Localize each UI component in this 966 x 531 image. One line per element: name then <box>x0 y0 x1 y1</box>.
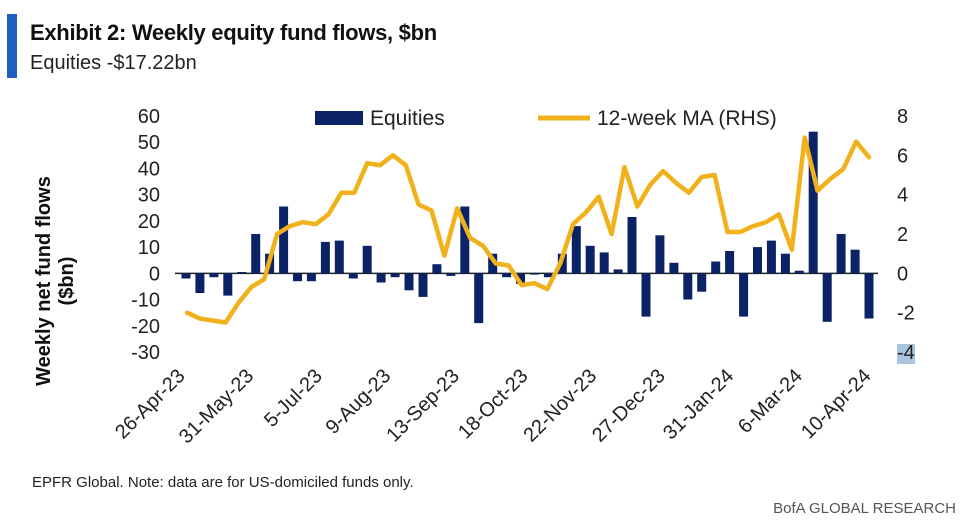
left-tick-label: 30 <box>138 185 160 207</box>
equities-bar <box>404 273 414 291</box>
equities-bar <box>432 264 442 274</box>
equities-bar <box>181 273 191 279</box>
equities-bar <box>334 240 344 274</box>
right-tick-label: 0 <box>897 263 908 285</box>
accent-bar <box>7 14 17 78</box>
x-tick-label: 27-Dec-23 <box>588 365 670 447</box>
left-tick-label: 60 <box>138 106 160 128</box>
equities-bar <box>306 273 316 282</box>
left-tick-label: 40 <box>138 158 160 180</box>
equities-bar <box>669 262 679 274</box>
equities-bar <box>822 273 832 322</box>
x-tick-label: 31-Jan-24 <box>659 365 738 444</box>
equities-bar <box>209 273 219 278</box>
equities-bar <box>543 273 553 278</box>
equities-bar <box>418 273 428 297</box>
equities-bar <box>711 261 721 274</box>
left-tick-label: 20 <box>138 211 160 233</box>
footnote: EPFR Global. Note: data are for US-domic… <box>32 474 414 491</box>
right-tick-label: -2 <box>897 303 915 325</box>
equities-bar <box>251 234 261 274</box>
left-tick-label: -20 <box>131 316 160 338</box>
equities-bar <box>836 234 846 274</box>
left-tick-label: 0 <box>149 263 160 285</box>
left-axis-ticks: 60 50 40 30 20 10 0 -10 -20 -30 <box>131 106 160 364</box>
equities-bar <box>655 235 665 274</box>
right-tick-label: -4 <box>897 342 915 364</box>
left-tick-label: -30 <box>131 342 160 364</box>
equities-bar <box>223 273 233 296</box>
x-tick-label: 9-Aug-23 <box>322 365 396 439</box>
equities-bar <box>195 273 205 293</box>
equities-bar <box>571 226 581 274</box>
equities-bar <box>613 269 623 274</box>
equities-bar <box>488 253 498 274</box>
equities-bar <box>725 251 735 274</box>
equities-bar <box>780 253 790 274</box>
equities-bar <box>446 273 456 276</box>
left-tick-label: -10 <box>131 290 160 312</box>
equities-bar <box>348 273 358 279</box>
equities-bar <box>599 252 609 274</box>
equities-bar <box>683 273 693 300</box>
equities-bar <box>739 273 749 317</box>
left-tick-label: 10 <box>138 237 160 259</box>
equities-bar <box>460 206 470 274</box>
x-tick-label: 22-Nov-23 <box>520 365 602 447</box>
right-axis-ticks: 8 6 4 2 0 -2 -4 <box>897 106 915 364</box>
legend: Equities 12-week MA (RHS) <box>315 107 777 130</box>
equities-bar <box>766 240 776 274</box>
equities-bar <box>794 270 804 274</box>
source-label: BofA GLOBAL RESEARCH <box>773 500 956 517</box>
legend-label-equities: Equities <box>370 107 445 130</box>
equities-bar <box>376 273 386 283</box>
right-tick-label: 8 <box>897 106 908 128</box>
x-tick-label: 13-Sep-23 <box>382 365 464 447</box>
chart-title: Exhibit 2: Weekly equity fund flows, $bn <box>30 20 437 45</box>
equities-bar <box>390 273 400 278</box>
equities-bar <box>627 217 637 274</box>
equities-bar <box>530 273 539 275</box>
equities-bar <box>237 272 247 274</box>
equities-bar <box>279 206 289 274</box>
x-tick-label: 10-Apr-24 <box>797 365 875 443</box>
equities-bar <box>808 131 818 274</box>
legend-label-ma: 12-week MA (RHS) <box>597 107 777 130</box>
equities-bar <box>850 249 860 274</box>
right-tick-label: 2 <box>897 224 908 246</box>
left-tick-label: 50 <box>138 132 160 154</box>
legend-swatch-equities <box>315 111 363 125</box>
equities-bars <box>181 131 874 324</box>
equities-bar <box>516 273 525 284</box>
right-axis-min-highlight <box>897 344 915 364</box>
equities-bar <box>502 273 512 278</box>
equities-bar <box>293 273 302 282</box>
x-tick-label: 31-May-23 <box>175 365 258 448</box>
right-tick-label: 6 <box>897 145 908 167</box>
chart-subtitle: Equities -$17.22bn <box>30 52 197 74</box>
equities-bar <box>753 247 762 274</box>
right-tick-label: 4 <box>897 185 908 207</box>
equities-bar <box>474 273 484 324</box>
x-tick-label: 5-Jul-23 <box>260 365 327 432</box>
equities-bar <box>320 241 330 274</box>
ma-line <box>184 135 872 325</box>
equities-bar <box>362 245 372 274</box>
equities-bar <box>641 273 651 317</box>
equities-bar <box>864 273 874 319</box>
x-tick-label: 6-Mar-24 <box>734 365 807 438</box>
equities-bar <box>585 245 595 274</box>
equities-bar <box>697 273 707 292</box>
